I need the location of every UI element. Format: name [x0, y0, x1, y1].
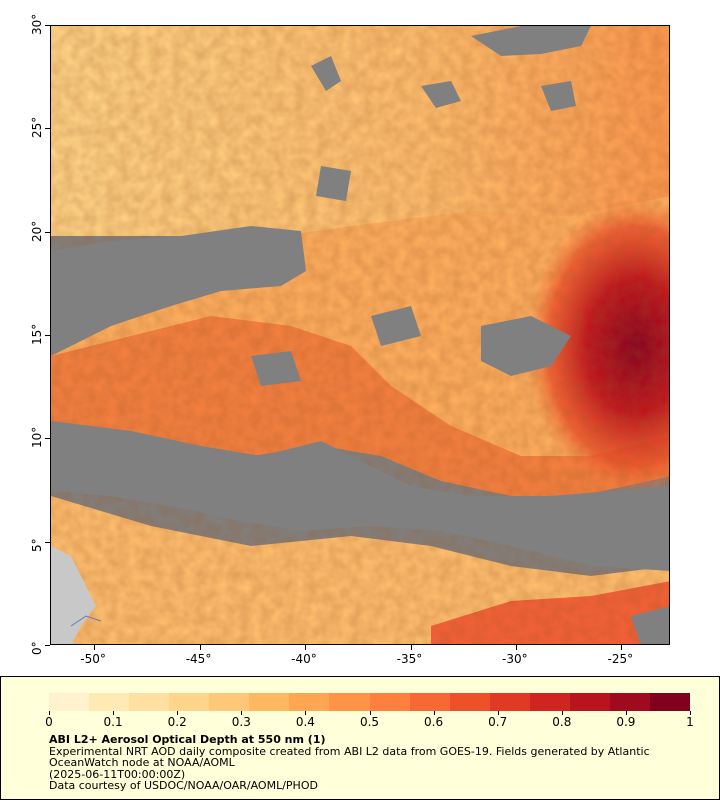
colorbar-tick-mark: [433, 711, 435, 715]
colorbar-swatch: [529, 693, 570, 711]
colorbar-tick-label: 0.4: [295, 715, 315, 729]
x-tick-mark: [516, 645, 518, 650]
y-tick-label: 20°: [30, 220, 44, 242]
colorbar-tick-mark: [561, 711, 563, 715]
colorbar-swatch: [49, 693, 90, 711]
legend-line-2: OceanWatch node at NOAA/AOML: [49, 756, 235, 769]
colorbar-swatch: [449, 693, 490, 711]
colorbar-tick-label: 0.1: [103, 715, 123, 729]
cloud-mask: [51, 26, 669, 644]
colorbar: [49, 693, 690, 711]
colorbar-tick-mark: [497, 711, 499, 715]
y-tick-mark: [45, 25, 50, 26]
aod-field: [51, 26, 669, 644]
colorbar-tick-mark: [49, 711, 50, 715]
colorbar-tick-label: 0.8: [552, 715, 572, 729]
y-tick-label: 25°: [30, 117, 44, 139]
x-tick-mark: [305, 645, 307, 650]
colorbar-swatch: [249, 693, 290, 711]
x-tick-mark: [410, 645, 412, 650]
colorbar-swatch: [169, 693, 210, 711]
x-tick-label: -40°: [291, 652, 317, 666]
colorbar-tick-mark: [369, 711, 371, 715]
y-tick-mark: [45, 128, 50, 130]
y-tick-mark: [45, 231, 50, 233]
y-tick-mark: [45, 438, 50, 440]
colorbar-tick-mark: [113, 711, 115, 715]
legend-line-3: (2025-06-11T00:00:00Z): [49, 767, 186, 781]
y-tick-label: 0°: [30, 641, 44, 655]
colorbar-swatch: [129, 693, 170, 711]
x-tick-label: -35°: [396, 652, 423, 666]
x-tick-label: -25°: [607, 652, 634, 666]
y-tick-label: 15°: [30, 323, 44, 345]
coast-land: [51, 546, 96, 644]
colorbar-tick-label: 1: [686, 715, 694, 729]
coast-river: [70, 615, 102, 627]
colorbar-tick-mark: [177, 711, 179, 715]
colorbar-swatch: [209, 693, 250, 711]
x-tick-mark: [199, 645, 201, 650]
colorbar-tick-label: 0.3: [231, 715, 251, 729]
x-tick-label: -30°: [502, 652, 528, 666]
colorbar-tick-label: 0.2: [167, 715, 187, 729]
legend-panel: 0 0.1 0.2 0.3 0.4 0.5 0.6 0.7 0.8 0.9 1 ABI L2+ Ae…: [0, 676, 720, 800]
colorbar-swatch: [569, 693, 610, 711]
colorbar-tick-label: 0.9: [616, 715, 636, 729]
colorbar-swatch: [489, 693, 530, 711]
colorbar-swatch: [409, 693, 450, 711]
legend-text: ABI L2+ Aerosol Optical Depth at 550 nm …: [49, 734, 689, 792]
y-tick-mark: [45, 335, 50, 336]
colorbar-tick-label: 0.7: [488, 715, 508, 729]
colorbar-tick-mark: [241, 711, 243, 715]
colorbar-tick-mark: [690, 711, 691, 715]
y-tick-label: 5°: [30, 538, 44, 552]
y-tick-mark: [45, 645, 50, 646]
colorbar-swatch: [649, 693, 690, 711]
colorbar-tick-label: 0: [45, 715, 53, 729]
legend-title: ABI L2+ Aerosol Optical Depth at 550 nm …: [49, 733, 326, 746]
colorbar-tick-label: 0.5: [359, 715, 380, 729]
colorbar-swatch: [609, 693, 650, 711]
x-tick-mark: [94, 645, 96, 650]
colorbar-tick-mark: [625, 711, 627, 715]
x-tick-label: -50°: [80, 652, 106, 666]
y-tick-label: 10°: [30, 427, 44, 449]
colorbar-tick-mark: [305, 711, 307, 715]
legend-line-4: Data courtesy of USDOC/NOAA/OAR/AOML/PHO…: [49, 779, 318, 792]
colorbar-swatch: [369, 693, 410, 711]
colorbar-swatch: [329, 693, 370, 711]
colorbar-swatch: [289, 693, 330, 711]
y-tick-label: 30°: [30, 13, 44, 35]
aod-map: [50, 25, 670, 645]
colorbar-tick-label: 0.6: [424, 715, 444, 729]
x-tick-label: -45°: [185, 652, 212, 666]
colorbar-swatch: [89, 693, 130, 711]
y-tick-mark: [45, 541, 50, 543]
x-tick-mark: [621, 645, 623, 650]
legend-line-1: Experimental NRT AOD daily composite cre…: [49, 744, 650, 758]
